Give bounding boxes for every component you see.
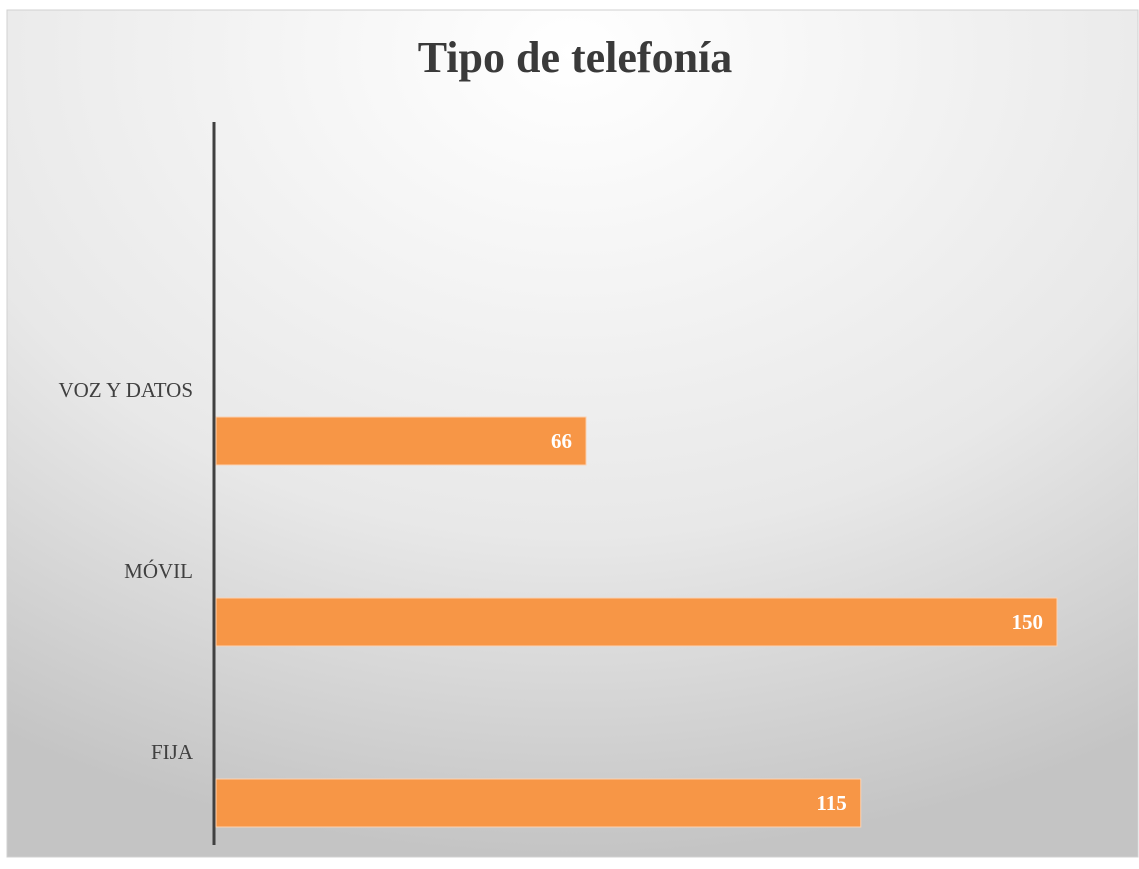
bar xyxy=(215,597,1058,647)
category-label: FIJA xyxy=(151,740,194,764)
category-label: MÓVIL xyxy=(124,559,193,583)
value-label: 66 xyxy=(551,429,572,453)
bar xyxy=(215,778,862,828)
category-label: VOZ Y DATOS xyxy=(58,378,193,402)
bar xyxy=(215,416,587,466)
value-label: 115 xyxy=(816,791,846,815)
value-label: 150 xyxy=(1012,610,1044,634)
chart-title: Tipo de telefonía xyxy=(418,33,733,82)
